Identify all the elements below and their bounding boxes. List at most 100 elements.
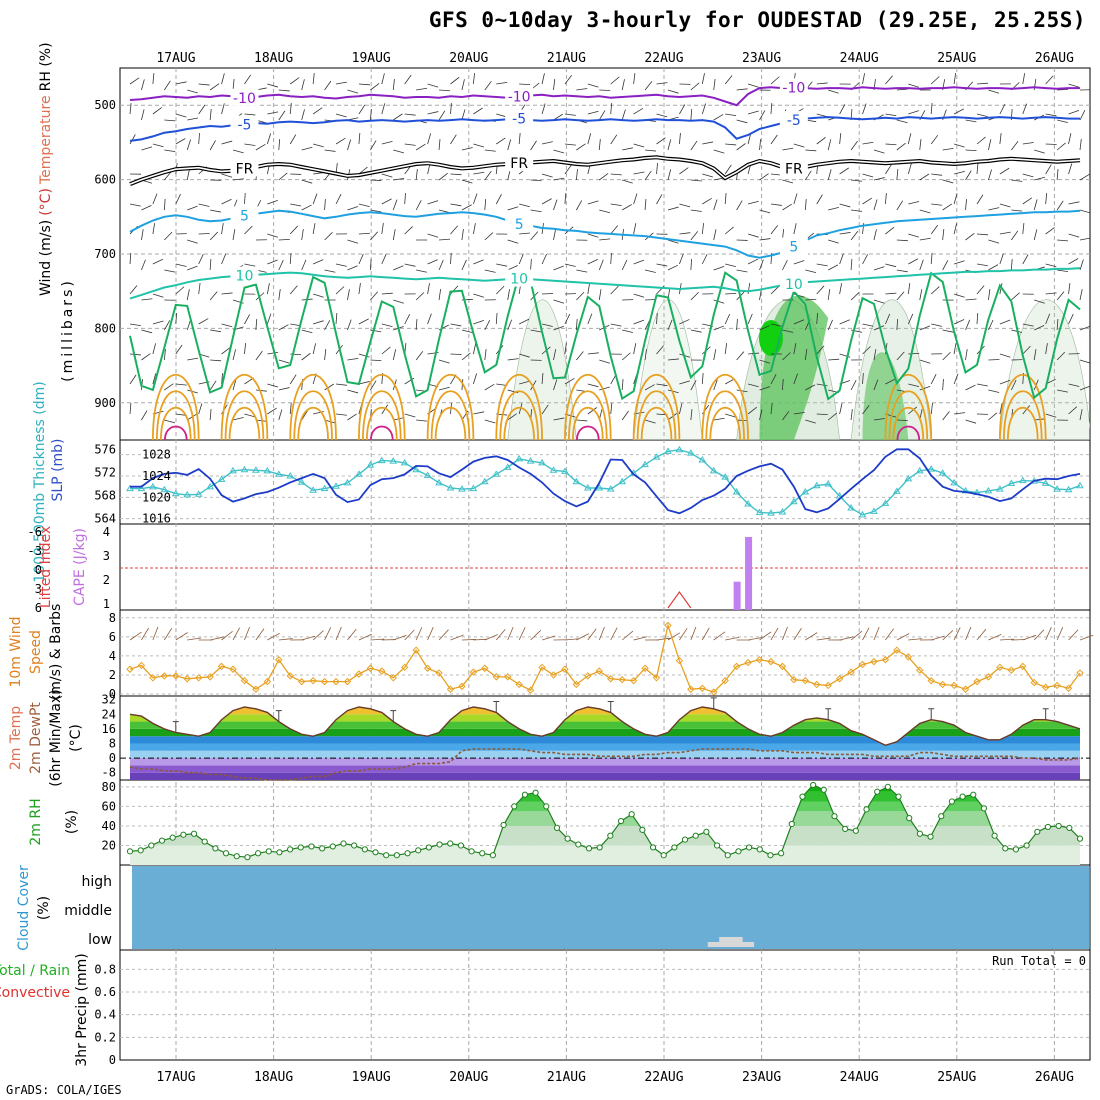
wind-barb bbox=[370, 209, 382, 213]
rh-point bbox=[137, 847, 144, 854]
wind-barb bbox=[862, 173, 874, 178]
wind-barb-10m bbox=[885, 628, 894, 641]
li-line bbox=[667, 590, 692, 609]
wind-barb bbox=[782, 329, 794, 333]
wind-barb bbox=[839, 283, 842, 295]
wind-barb bbox=[1068, 201, 1080, 205]
wind-barb bbox=[862, 323, 874, 327]
wind-barb bbox=[1033, 349, 1037, 361]
wind-barb-10m bbox=[301, 635, 316, 641]
thickness-point bbox=[881, 499, 890, 506]
wind-barb bbox=[1022, 405, 1031, 415]
wind-barb bbox=[1033, 199, 1038, 211]
warm-isotherm bbox=[495, 374, 543, 440]
wind-barb bbox=[553, 417, 565, 421]
li-tick-label: 0 bbox=[35, 563, 42, 577]
wind-barb bbox=[896, 200, 904, 211]
thickness-point bbox=[240, 465, 249, 473]
wind-barb bbox=[862, 103, 867, 115]
thickness-point bbox=[206, 482, 215, 490]
contour-label: 5 bbox=[789, 240, 798, 256]
thickness-point bbox=[480, 477, 489, 485]
wind-barb bbox=[186, 319, 192, 331]
wind-barb bbox=[862, 346, 871, 355]
wind-barb bbox=[679, 319, 690, 325]
wind-barb bbox=[713, 79, 716, 91]
thickness-point bbox=[767, 509, 775, 516]
wind-barb bbox=[301, 329, 313, 334]
date-label-bottom: 17AUG bbox=[156, 1070, 195, 1085]
thickness-point bbox=[320, 484, 329, 492]
wind-barb-10m bbox=[621, 630, 634, 641]
wind-barb bbox=[209, 380, 217, 391]
thickness-point bbox=[721, 473, 730, 480]
wind-barb bbox=[816, 263, 828, 267]
wind-barb bbox=[553, 325, 564, 331]
wind-barb bbox=[244, 113, 256, 116]
wind-barb bbox=[976, 233, 988, 236]
wind-barb-10m bbox=[564, 638, 579, 641]
rh-point bbox=[681, 836, 689, 843]
temp-minmax-bar bbox=[710, 697, 717, 709]
wind-barb bbox=[335, 137, 346, 145]
cloud-row-label: low bbox=[88, 932, 112, 948]
wind-barb bbox=[438, 172, 448, 181]
slp-tick-label: 1020 bbox=[142, 490, 171, 504]
wind-barb-10m bbox=[988, 633, 1002, 641]
wind-barb bbox=[656, 194, 663, 205]
wind-barb bbox=[129, 203, 141, 207]
wind-barb bbox=[244, 314, 251, 325]
wind-barb bbox=[427, 83, 439, 88]
wind-barb bbox=[553, 299, 565, 304]
wind-barb bbox=[496, 137, 506, 145]
wind-barb bbox=[221, 253, 227, 265]
wind-barb-10m bbox=[541, 635, 556, 641]
wind-barb bbox=[450, 134, 457, 145]
wind-barb bbox=[896, 169, 899, 181]
wind-barb bbox=[793, 373, 798, 385]
wind-barb bbox=[713, 149, 725, 154]
contour-label: -5 bbox=[237, 118, 251, 134]
wind-barb bbox=[141, 259, 146, 271]
wind-barb bbox=[324, 199, 326, 211]
temp-band bbox=[130, 765, 1080, 773]
contour-label-bg bbox=[505, 215, 534, 233]
wind-barb bbox=[965, 149, 977, 152]
wind-barb bbox=[358, 232, 370, 235]
wind-barb bbox=[827, 319, 833, 331]
temp-minmax-bar bbox=[390, 710, 397, 722]
isotherm--5 bbox=[129, 116, 1080, 142]
warm-isotherm bbox=[358, 374, 406, 440]
wind-barb bbox=[736, 88, 748, 91]
wind-barb-10m bbox=[931, 635, 945, 641]
rh-point bbox=[148, 842, 155, 849]
rh-point bbox=[457, 842, 464, 849]
wind-barb bbox=[610, 173, 622, 176]
wind-barb bbox=[587, 258, 598, 265]
wind-barb bbox=[999, 104, 1006, 115]
wind-barb bbox=[679, 232, 691, 235]
rh-point bbox=[649, 844, 657, 851]
date-label-top: 18AUG bbox=[254, 51, 293, 66]
rh-point bbox=[436, 841, 443, 848]
wind-barb bbox=[999, 319, 1011, 325]
wind-barb bbox=[175, 113, 187, 118]
wind-barb bbox=[770, 76, 780, 85]
rh-point bbox=[190, 830, 198, 837]
wind-barb bbox=[278, 289, 281, 301]
thickness-point bbox=[892, 487, 901, 494]
wind-barb bbox=[164, 80, 171, 91]
wind-barb bbox=[164, 383, 174, 391]
wind-barb bbox=[289, 134, 297, 145]
wind-barb bbox=[129, 353, 141, 356]
wind-barb bbox=[335, 383, 347, 386]
wind-barb bbox=[518, 133, 521, 145]
wind-barb-10m bbox=[427, 627, 434, 641]
pressure-units-label: (millibars) bbox=[60, 278, 76, 382]
warm-isotherm bbox=[632, 374, 681, 440]
warm-isotherm bbox=[159, 407, 192, 440]
wind-barb bbox=[999, 353, 1011, 358]
wind-barb bbox=[347, 413, 357, 421]
temp-minmax-bar bbox=[825, 708, 832, 720]
wind-barb bbox=[587, 110, 599, 115]
